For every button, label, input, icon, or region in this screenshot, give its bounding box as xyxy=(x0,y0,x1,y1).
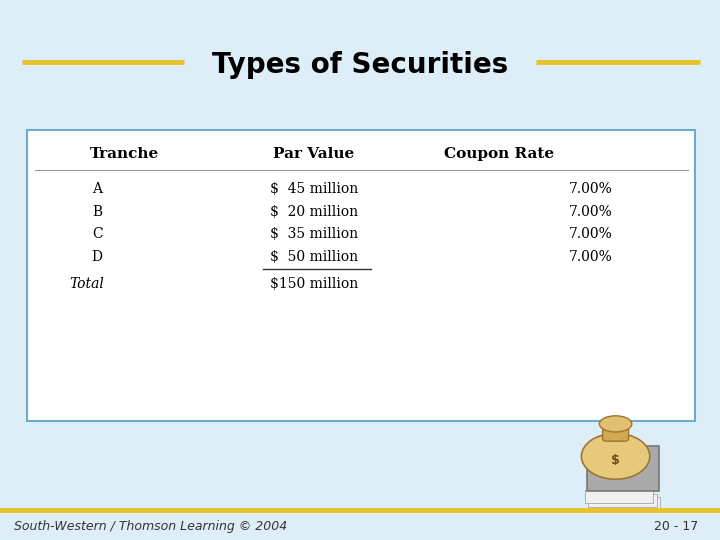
Text: 20 - 17: 20 - 17 xyxy=(654,520,698,533)
Text: 7.00%: 7.00% xyxy=(569,205,612,219)
Ellipse shape xyxy=(582,433,650,480)
Text: A: A xyxy=(92,182,102,196)
Text: C: C xyxy=(92,227,102,241)
Text: $  20 million: $ 20 million xyxy=(270,205,358,219)
Text: $  35 million: $ 35 million xyxy=(270,227,358,241)
FancyBboxPatch shape xyxy=(588,494,657,507)
Text: Coupon Rate: Coupon Rate xyxy=(444,147,554,161)
Text: Total: Total xyxy=(69,276,104,291)
FancyBboxPatch shape xyxy=(592,497,660,511)
Text: South-Western / Thomson Learning © 2004: South-Western / Thomson Learning © 2004 xyxy=(14,520,288,533)
Text: Par Value: Par Value xyxy=(273,147,354,161)
Text: $  45 million: $ 45 million xyxy=(270,182,359,196)
Text: D: D xyxy=(91,250,103,264)
Text: 7.00%: 7.00% xyxy=(569,250,612,264)
Text: $: $ xyxy=(611,454,620,467)
Text: $150 million: $150 million xyxy=(270,276,359,291)
Text: Tranche: Tranche xyxy=(90,147,159,161)
FancyBboxPatch shape xyxy=(585,490,653,503)
Ellipse shape xyxy=(599,416,632,432)
Text: Types of Securities: Types of Securities xyxy=(212,51,508,79)
Text: 7.00%: 7.00% xyxy=(569,227,612,241)
Text: 7.00%: 7.00% xyxy=(569,182,612,196)
Text: $  50 million: $ 50 million xyxy=(270,250,358,264)
FancyBboxPatch shape xyxy=(27,130,695,421)
FancyBboxPatch shape xyxy=(603,426,629,441)
FancyBboxPatch shape xyxy=(587,446,659,491)
Text: B: B xyxy=(92,205,102,219)
